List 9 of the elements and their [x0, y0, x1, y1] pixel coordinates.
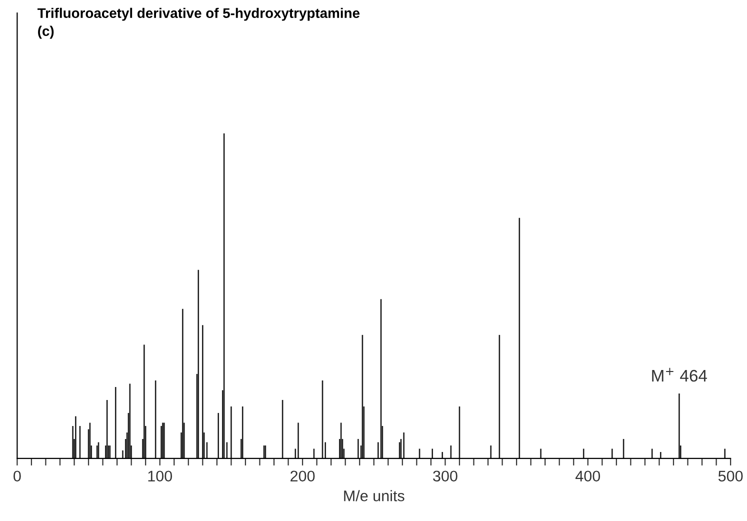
x-axis-title: M/e units	[344, 490, 404, 502]
x-tick-label: 200	[290, 470, 315, 482]
x-tick-label: 500	[718, 470, 743, 482]
x-tick-label: 100	[148, 470, 172, 482]
x-tick-label: 300	[433, 470, 458, 482]
x-tick-label: 400	[575, 470, 600, 482]
x-tick-label: 0	[14, 470, 21, 482]
annotation: M$^{+}$ 464	[652, 368, 708, 382]
chart-title: Trifluoroacetyl derivative of 5-hydroxytryptamine (c)	[38, 8, 360, 39]
